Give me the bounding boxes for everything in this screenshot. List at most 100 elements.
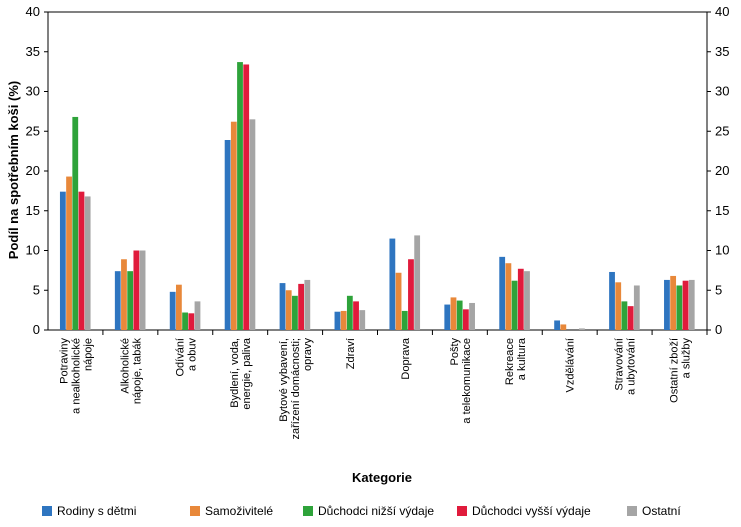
category-label-1: Potraviny <box>59 338 71 384</box>
legend-swatch-2 <box>190 506 200 516</box>
bar-3-12 <box>676 285 683 330</box>
bar-1-3 <box>169 291 176 330</box>
bar-5-3 <box>194 301 201 330</box>
y-tick-label-right: 40 <box>715 4 729 19</box>
legend: Rodiny s dětmi Samoživitelé Důchodci nižší… <box>42 504 681 518</box>
category-label-9: Rekreace <box>504 338 516 385</box>
bar-2-3 <box>175 284 182 330</box>
bar-4-7 <box>408 259 414 330</box>
category-label-8: a telekomunikace <box>461 338 473 424</box>
y-tick-label-left: 40 <box>26 4 40 19</box>
bar-3-1 <box>72 116 79 330</box>
legend-swatch-5 <box>627 506 637 516</box>
y-tick-label-left: 0 <box>33 322 40 337</box>
bar-5-2 <box>139 250 146 330</box>
y-tick-label-left: 20 <box>26 163 40 178</box>
category-label-3: a obuv <box>186 338 198 372</box>
bar-1-8 <box>444 304 451 330</box>
bar-3-8 <box>456 300 463 330</box>
bar-1-1 <box>59 191 66 330</box>
category-label-4: energie, paliva <box>241 337 253 409</box>
category-label-5: opravy <box>302 338 314 372</box>
bar-4-6 <box>353 301 359 330</box>
y-tick-label-right: 35 <box>715 44 729 59</box>
bar-5-1 <box>84 196 91 330</box>
axes: 0 0 5 5 10 10 15 15 20 20 25 25 30 30 35 35 40 40 <box>26 4 730 337</box>
y-tick-label-left: 30 <box>26 84 40 99</box>
legend-swatch-1 <box>42 506 52 516</box>
bar-2-11 <box>615 282 622 330</box>
y-tick-label-right: 20 <box>715 163 729 178</box>
bar-1-6 <box>334 311 341 330</box>
bar-1-7 <box>389 238 396 330</box>
y-tick-label-left: 5 <box>33 282 40 297</box>
category-label-5: zařízení domácnosti; <box>290 338 302 440</box>
bar-5-12 <box>688 279 695 330</box>
bar-5-6 <box>359 310 366 331</box>
legend-label-3: Důchodci nižší výdaje <box>318 504 434 518</box>
category-label-8: Pošty <box>449 338 461 366</box>
bar-4-1 <box>78 191 85 330</box>
y-tick-label-right: 0 <box>715 322 722 337</box>
category-label-4: Bydlení, voda, <box>229 338 241 408</box>
bar-5-7 <box>414 235 421 330</box>
x-axis-title: Kategorie <box>352 470 412 485</box>
bar-5-5 <box>304 279 311 330</box>
category-label-2: Alkoholické <box>119 338 131 394</box>
bar-4-4 <box>243 64 250 330</box>
category-label-12: a služby <box>681 338 693 379</box>
bar-4-5 <box>298 283 305 330</box>
bar-3-6 <box>346 295 353 330</box>
bar-5-8 <box>469 302 475 330</box>
bar-1-5 <box>279 283 286 330</box>
bar-1-11 <box>609 271 615 330</box>
y-tick-label-left: 25 <box>26 123 40 138</box>
legend-label-1: Rodiny s dětmi <box>57 504 136 518</box>
bar-4-11 <box>627 306 634 330</box>
legend-swatch-4 <box>457 506 467 516</box>
bar-2-9 <box>505 263 512 330</box>
legend-label-4: Důchodci vyšší výdaje <box>472 504 591 518</box>
bar-2-10 <box>560 324 567 330</box>
y-tick-label-right: 30 <box>715 84 729 99</box>
bar-1-12 <box>664 279 670 330</box>
bar-3-7 <box>401 310 408 330</box>
bar-1-4 <box>224 140 231 330</box>
plot-frame <box>47 11 708 331</box>
y-tick-label-right: 10 <box>715 243 729 258</box>
bar-3-3 <box>182 312 188 330</box>
bar-2-5 <box>285 290 292 330</box>
bar-4-2 <box>133 250 140 330</box>
legend-label-2: Samoživitelé <box>205 504 273 518</box>
bar-2-12 <box>670 275 677 330</box>
category-label-6: Zdraví <box>345 338 357 369</box>
y-tick-label-left: 35 <box>26 44 40 59</box>
bar-3-5 <box>292 295 298 330</box>
bar-1-10 <box>554 320 561 330</box>
bar-5-10 <box>579 328 585 330</box>
category-labels: Potraviny a nealkoholické nápoje Alkoholick… <box>59 337 693 439</box>
bar-4-12 <box>682 280 689 330</box>
bar-4-9 <box>517 268 524 330</box>
bar-5-9 <box>524 271 530 330</box>
bar-3-9 <box>511 280 518 330</box>
legend-swatch-3 <box>303 506 313 516</box>
bar-3-2 <box>127 271 134 330</box>
category-label-2: nápoje, tabák <box>131 338 143 405</box>
bar-3-11 <box>621 301 628 330</box>
y-axis-title: Podíl na spotřebním koši (%) <box>6 81 21 259</box>
category-label-11: a ubytování <box>626 338 638 395</box>
y-tick-label-left: 15 <box>26 203 40 218</box>
y-tick-label-right: 5 <box>715 282 722 297</box>
category-label-7: Doprava <box>400 337 412 379</box>
legend-label-5: Ostatní <box>642 504 681 518</box>
bar-2-4 <box>230 121 237 331</box>
category-label-5: Bytové vybavení, <box>278 338 290 422</box>
bar-2-7 <box>395 272 402 330</box>
bar-2-2 <box>121 259 127 330</box>
y-tick-label-left: 10 <box>26 243 40 258</box>
bar-2-6 <box>340 310 347 330</box>
bar-5-11 <box>633 285 640 330</box>
bars <box>59 62 695 331</box>
